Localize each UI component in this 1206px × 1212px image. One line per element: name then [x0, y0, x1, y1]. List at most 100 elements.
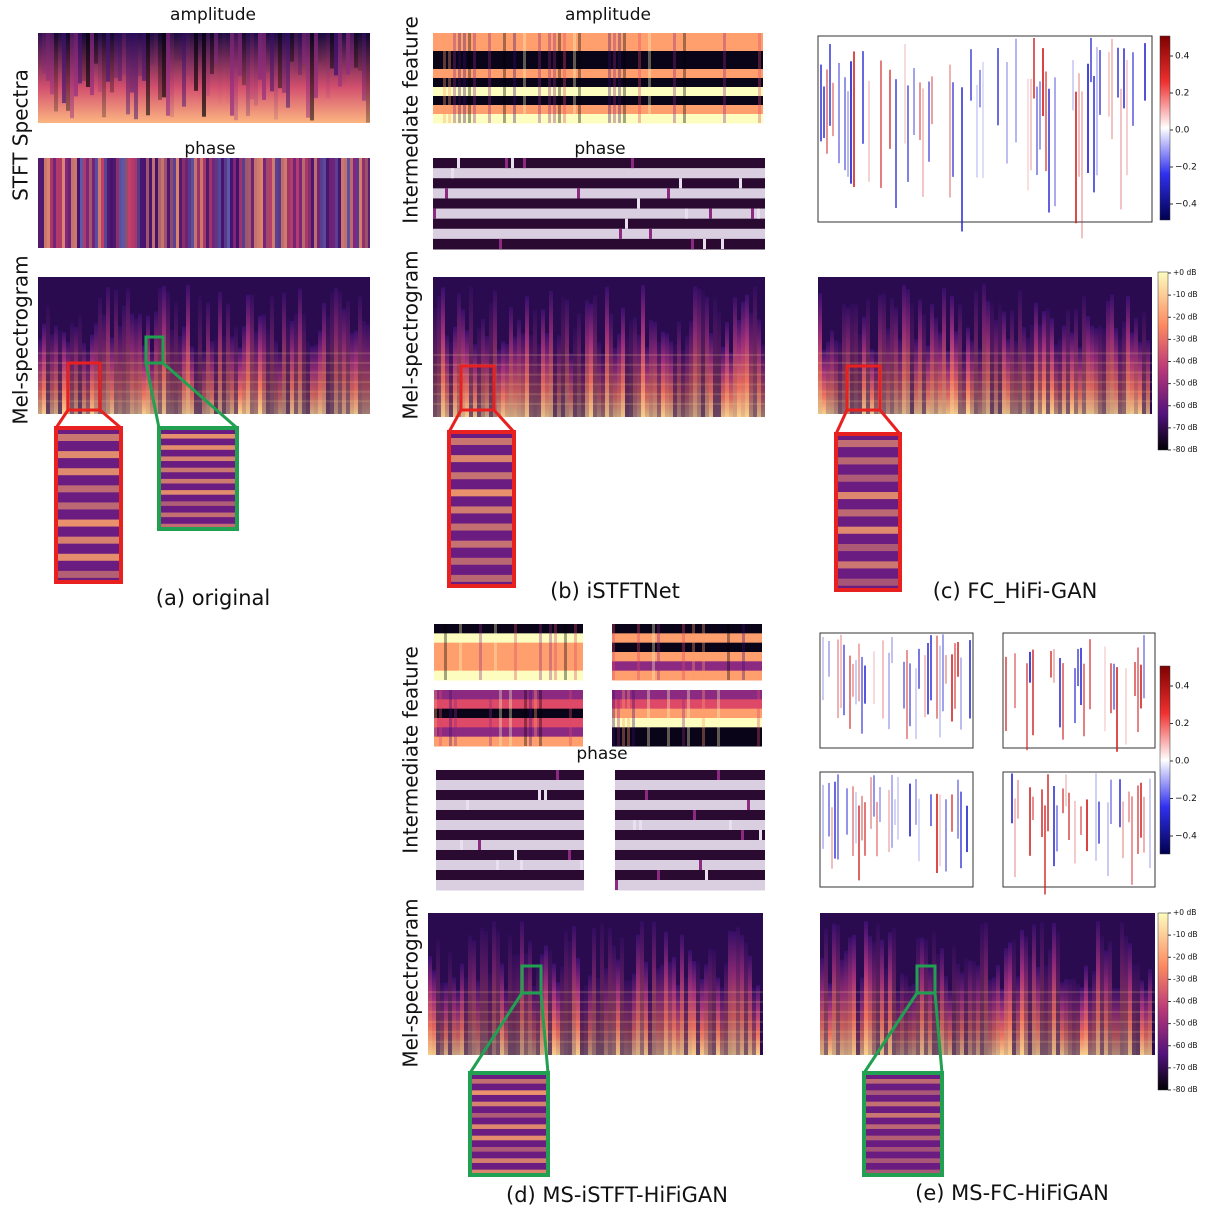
- stripe: [1098, 802, 1100, 844]
- burst: [697, 289, 701, 417]
- stripe: [649, 229, 652, 239]
- stripe: [840, 635, 842, 708]
- stripe: [1122, 801, 1124, 858]
- burst: [840, 960, 844, 1055]
- burst: [616, 960, 620, 1055]
- stripe: [930, 794, 932, 826]
- colorbar: [1158, 913, 1168, 1090]
- burst: [904, 975, 908, 1055]
- stripe: [347, 158, 350, 248]
- stripe: [1096, 47, 1098, 175]
- burst: [864, 921, 868, 1055]
- stripe: [633, 820, 636, 830]
- burst: [122, 306, 126, 414]
- stripe: [182, 33, 186, 107]
- stripe: [909, 663, 911, 726]
- stripe: [439, 690, 442, 746]
- stripe: [107, 158, 110, 248]
- stripe: [110, 33, 114, 92]
- stripe: [1062, 789, 1064, 814]
- colorbar: [1160, 36, 1170, 220]
- image-mel: [38, 277, 370, 414]
- harmonic: [449, 455, 514, 462]
- stripe: [101, 158, 104, 248]
- stripe: [113, 158, 116, 248]
- stripe: [1027, 79, 1029, 191]
- harmonic: [818, 400, 1152, 402]
- band: [612, 661, 762, 671]
- burst: [437, 296, 441, 417]
- burst: [1126, 296, 1130, 414]
- burst: [1100, 936, 1104, 1055]
- harmonic: [449, 489, 514, 496]
- stripe: [864, 666, 866, 704]
- band: [615, 860, 765, 871]
- stripe: [1110, 780, 1112, 824]
- stripe: [1014, 798, 1016, 877]
- burst: [657, 342, 661, 417]
- stripe: [915, 668, 917, 739]
- stripe: [951, 794, 953, 831]
- stripe: [152, 158, 155, 248]
- band: [433, 168, 765, 179]
- burst: [741, 302, 745, 417]
- band: [433, 229, 765, 240]
- harmonic: [159, 445, 237, 450]
- stripe: [652, 624, 655, 680]
- harmonic: [818, 381, 1152, 383]
- stripe: [1032, 797, 1034, 820]
- harmonic: [470, 1102, 548, 1107]
- burst: [1122, 322, 1126, 414]
- stripe: [538, 790, 541, 800]
- band: [434, 652, 583, 662]
- stripe: [332, 158, 335, 248]
- stripe: [574, 624, 577, 680]
- stripe: [302, 158, 305, 248]
- harmonic: [818, 362, 1152, 364]
- burst: [565, 300, 569, 417]
- stripe: [468, 33, 471, 123]
- stripe: [1090, 38, 1092, 82]
- stripe: [178, 33, 182, 60]
- stripe: [523, 158, 526, 168]
- burst: [1034, 303, 1038, 414]
- colorbar-label: -40 dB: [1173, 997, 1198, 1006]
- burst: [820, 958, 824, 1055]
- stripe: [166, 33, 170, 116]
- stripe: [729, 820, 732, 830]
- stripe: [880, 61, 882, 188]
- burst: [689, 321, 693, 417]
- stripe: [524, 690, 527, 746]
- stripe: [134, 158, 137, 248]
- stripe: [657, 624, 660, 680]
- burst: [974, 290, 978, 414]
- stripe: [727, 624, 730, 680]
- harmonic: [433, 354, 765, 356]
- harmonic: [449, 558, 514, 565]
- stripe: [434, 690, 437, 746]
- harmonic: [864, 1147, 942, 1152]
- stripe: [167, 158, 170, 248]
- stripe: [77, 158, 80, 248]
- stripe: [747, 800, 750, 810]
- stripe: [155, 158, 158, 248]
- row-label: Mel-spectrogram: [9, 255, 33, 424]
- stripe: [78, 33, 82, 83]
- stripe: [463, 33, 466, 123]
- stripe: [338, 33, 342, 87]
- burst: [501, 341, 505, 417]
- stripe: [227, 158, 230, 248]
- harmonic: [820, 1041, 1155, 1043]
- stripe: [705, 870, 708, 880]
- band: [615, 800, 765, 811]
- stripe: [74, 33, 78, 96]
- stripe: [505, 158, 508, 168]
- stripe: [1137, 647, 1139, 732]
- burst: [584, 985, 588, 1055]
- stripe: [939, 795, 941, 867]
- band: [436, 860, 584, 871]
- stripe: [290, 33, 294, 62]
- burst: [314, 345, 318, 414]
- colorbar: [1158, 272, 1168, 450]
- band: [615, 850, 765, 861]
